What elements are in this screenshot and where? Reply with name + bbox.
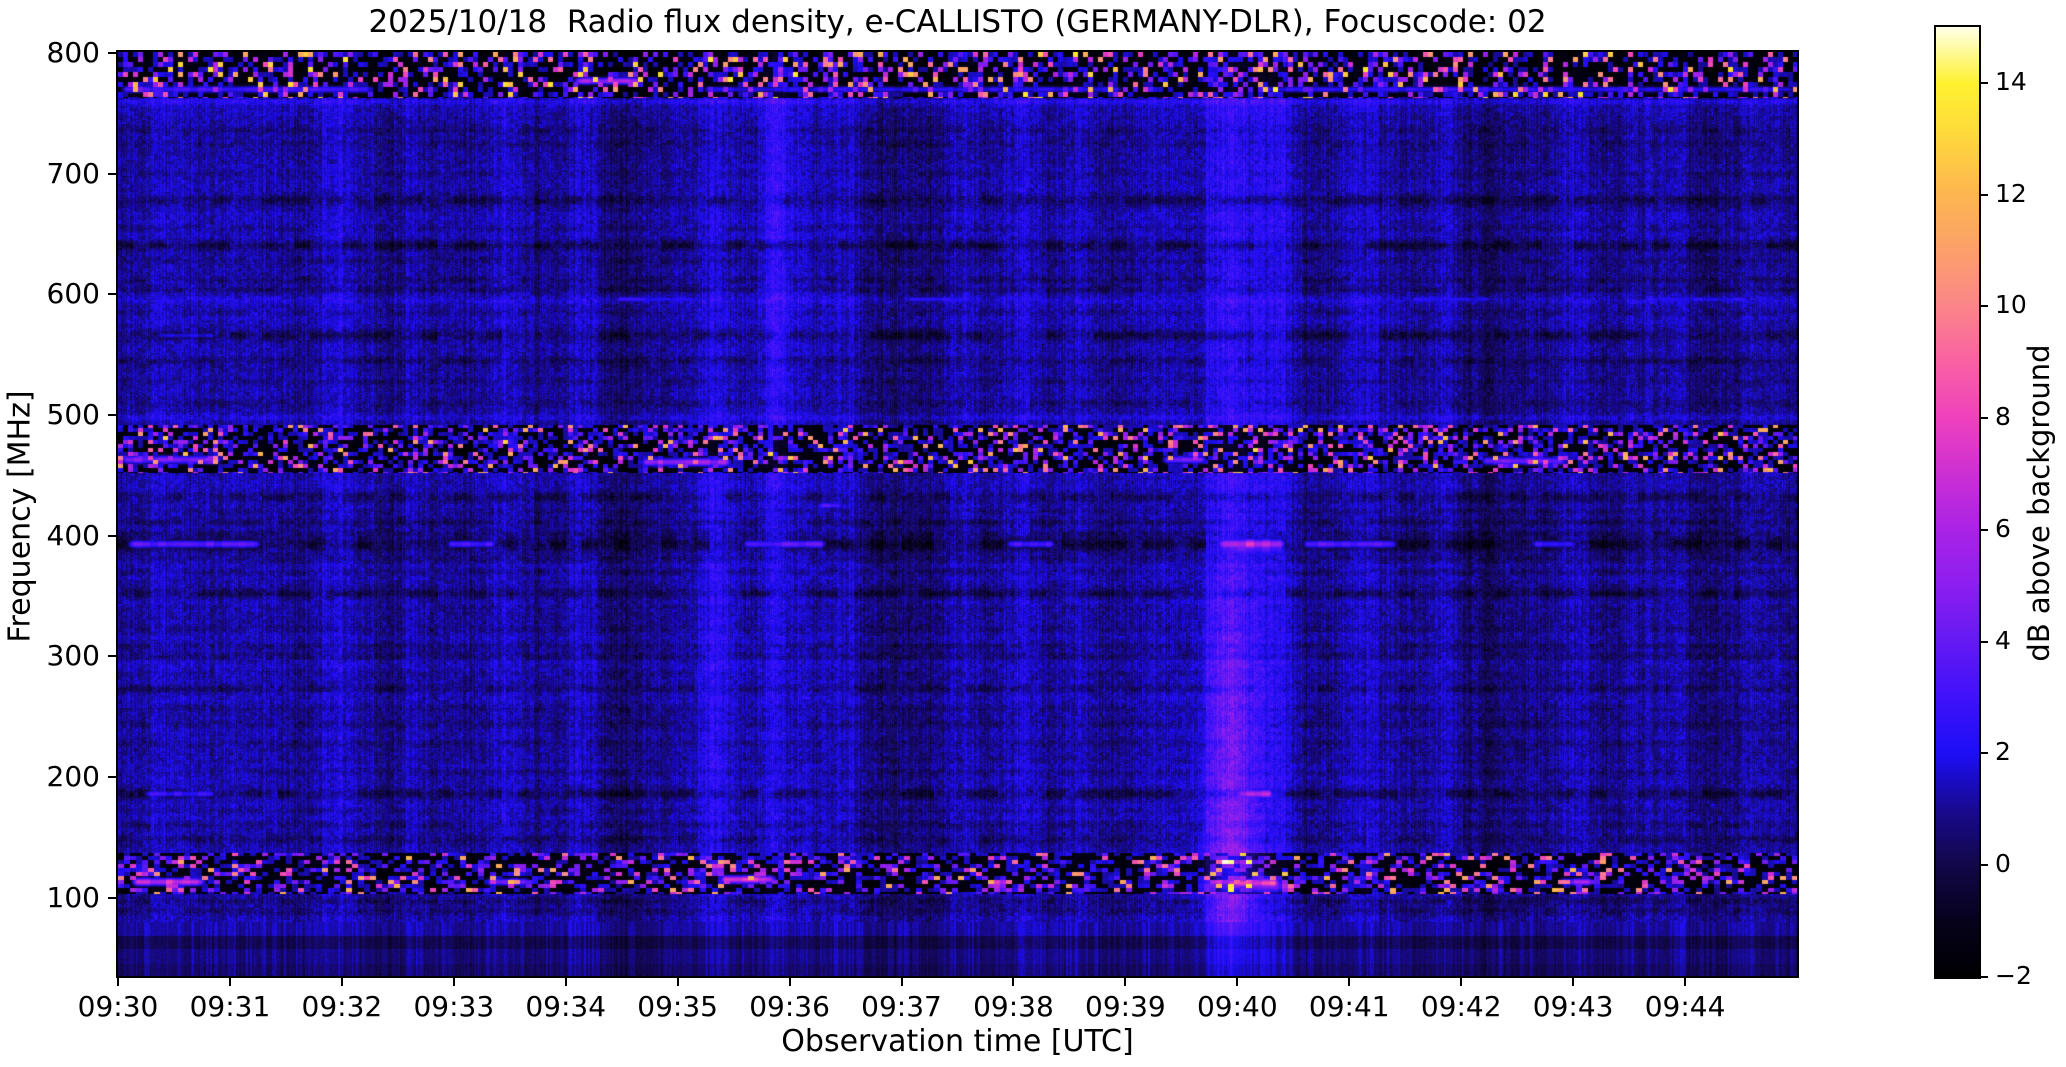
y-tick-label: 600 [46,277,100,311]
x-tick-label: 09:43 [1532,990,1614,1023]
x-tick-mark [1572,978,1575,986]
spectrogram-canvas [118,52,1797,976]
x-tick-mark [117,978,119,986]
y-tick-mark [108,775,116,778]
colorbar-tick-label: 4 [1995,625,2011,655]
y-tick-mark [108,293,116,296]
colorbar-tick-mark [1981,640,1988,643]
x-tick-mark [340,978,343,986]
y-tick-label: 400 [46,518,100,552]
x-tick-mark [452,978,455,986]
x-tick-mark [1348,978,1351,986]
x-tick-label: 09:35 [637,990,718,1023]
colorbar-tick-mark [1981,417,1988,420]
x-tick-mark [1460,978,1463,986]
y-tick-mark [108,896,116,899]
x-tick-label: 09:30 [77,990,159,1023]
y-tick-label: 700 [46,156,100,190]
colorbar-tick-label: 0 [1995,849,2011,879]
y-tick-label: 100 [46,880,100,914]
x-tick-mark [1684,978,1687,986]
x-tick-label: 09:41 [1308,990,1390,1023]
x-tick-label: 09:33 [413,990,495,1023]
colorbar-tick-mark [1981,752,1988,755]
y-tick-mark [108,534,116,537]
x-tick-mark [676,978,679,986]
x-tick-label: 09:38 [973,990,1054,1023]
y-tick-label: 500 [46,398,100,432]
y-tick-mark [108,172,116,175]
y-tick-mark [108,414,116,417]
y-axis-label: Frequency [MHz] [2,390,38,643]
x-tick-label: 09:44 [1644,990,1726,1023]
colorbar-tick-label: 12 [1995,178,2027,208]
x-tick-mark [900,978,903,986]
y-tick-mark [108,655,116,658]
colorbar-label: dB above background [2022,344,2056,662]
colorbar-tick-mark [1981,305,1988,308]
x-tick-mark [1236,978,1239,986]
colorbar-tick-mark [1981,976,1988,978]
colorbar-gradient [1936,27,1979,977]
y-tick-label: 300 [46,639,100,673]
x-tick-mark [228,978,231,986]
y-tick-label: 200 [46,759,100,793]
y-tick-mark [108,52,116,55]
colorbar-tick-mark [1981,81,1988,84]
y-tick-label: 800 [46,36,100,70]
colorbar-tick-label: 14 [1995,66,2027,96]
x-tick-label: 09:39 [1085,990,1166,1023]
x-tick-label: 09:40 [1196,990,1278,1023]
x-tick-mark [788,978,791,986]
x-tick-label: 09:37 [861,990,942,1023]
x-tick-label: 09:36 [749,990,830,1023]
x-tick-mark [1012,978,1015,986]
colorbar-tick-label: 2 [1995,737,2011,767]
colorbar-tick-mark [1981,528,1988,531]
x-tick-label: 09:32 [301,990,383,1023]
colorbar-tick-label: 8 [1995,402,2011,432]
colorbar-tick-mark [1981,193,1988,196]
colorbar-tick-mark [1981,864,1988,867]
x-tick-mark [1124,978,1127,986]
colorbar-tick-label: −2 [1995,961,2032,990]
x-tick-label: 09:42 [1420,990,1502,1023]
x-tick-mark [564,978,567,986]
x-tick-label: 09:34 [525,990,607,1023]
colorbar-tick-label: 10 [1995,290,2027,320]
x-tick-label: 09:31 [189,990,271,1023]
plot-title: 2025/10/18 Radio flux density, e-CALLIST… [368,4,1547,40]
colorbar-tick-label: 6 [1995,513,2011,543]
x-axis-label: Observation time [UTC] [781,1024,1134,1059]
